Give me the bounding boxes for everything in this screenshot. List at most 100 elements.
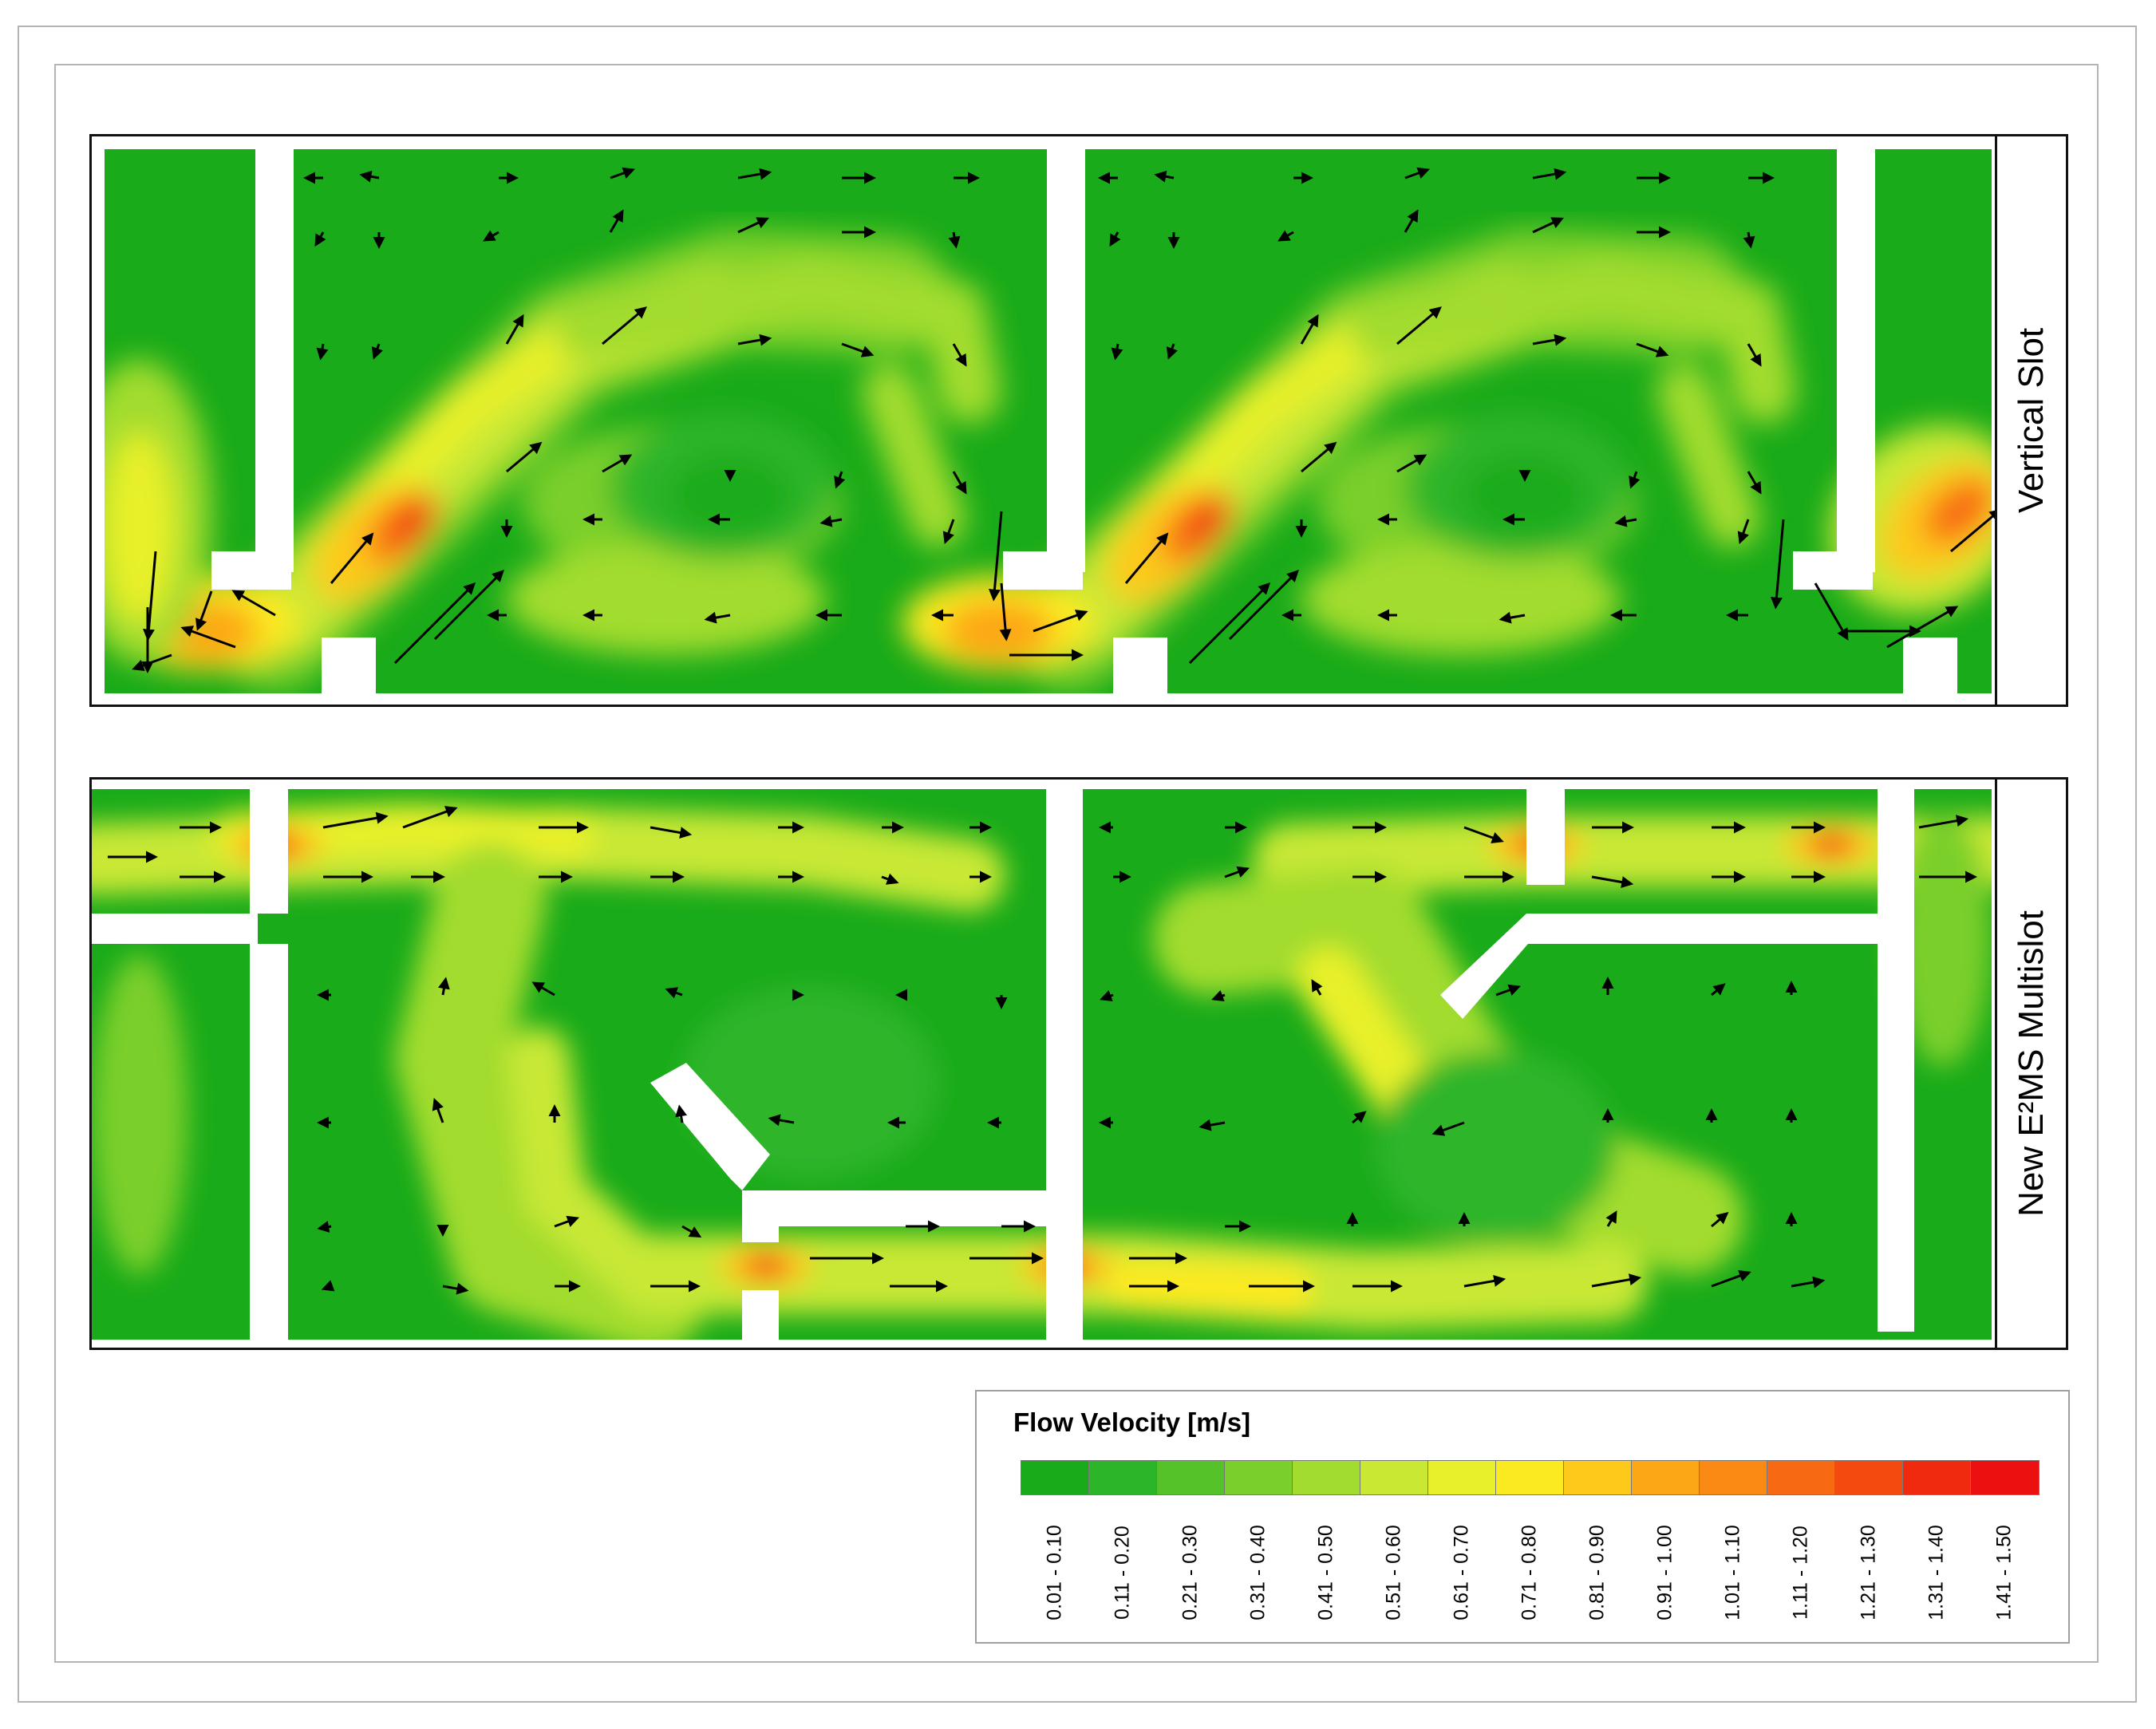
panel-label-text: Vertical Slot: [2012, 327, 2051, 514]
velocity-arrow: [1154, 170, 1175, 183]
velocity-arrow: [610, 167, 636, 180]
legend-range-slot: 1.11 - 1.20: [1767, 1505, 1834, 1640]
legend-swatch: [1632, 1461, 1700, 1494]
wall: [1003, 551, 1083, 590]
wall: [1992, 780, 1995, 1348]
velocity-arrow: [317, 1221, 332, 1233]
wall: [779, 1190, 1050, 1226]
velocity-arrow: [371, 343, 383, 360]
velocity-arrow: [1737, 519, 1750, 545]
velocity-arrow: [359, 170, 380, 183]
legend-range-slot: 1.01 - 1.10: [1699, 1505, 1767, 1640]
velocity-arrow: [142, 551, 157, 641]
velocity-arrow: [393, 582, 476, 665]
velocity-arrow: [438, 977, 450, 996]
velocity-arrow: [231, 590, 276, 617]
velocity-zone: [1349, 256, 1796, 424]
velocity-arrow: [180, 626, 236, 649]
velocity-zone: [92, 955, 188, 1274]
legend-range-slot: 0.41 - 0.50: [1292, 1505, 1360, 1640]
legend-swatch: [1360, 1461, 1428, 1494]
legend-range-slot: 1.21 - 1.30: [1834, 1505, 1902, 1640]
velocity-arrow: [1532, 168, 1567, 180]
legend-swatch: [1903, 1461, 1971, 1494]
legend-range-label: 0.11 - 0.20: [1111, 1526, 1133, 1620]
angled-baffle: [650, 1063, 770, 1190]
wall: [92, 693, 1995, 705]
velocity-zone: [104, 432, 176, 623]
velocity-arrow: [1814, 582, 1849, 641]
legend-range-label: 0.01 - 0.10: [1043, 1525, 1065, 1620]
legend-range-label: 1.31 - 1.40: [1925, 1525, 1947, 1620]
velocity-arrow: [442, 1282, 469, 1295]
wall: [742, 1190, 779, 1242]
legend-range-slot: 0.01 - 0.10: [1021, 1505, 1088, 1640]
velocity-contours: [92, 803, 1995, 1348]
velocity-arrow: [316, 343, 329, 361]
legend-range-slot: 1.41 - 1.50: [1970, 1505, 2038, 1640]
velocity-arrow: [1300, 314, 1319, 345]
legend-swatch: [1157, 1461, 1225, 1494]
legend-range-label: 0.31 - 0.40: [1246, 1525, 1269, 1620]
legend-range-slot: 0.21 - 0.30: [1156, 1505, 1224, 1640]
velocity-arrow: [1198, 1119, 1226, 1131]
velocity-arrow: [1591, 875, 1634, 888]
velocity-arrow: [609, 209, 624, 233]
velocity-arrow: [650, 826, 693, 839]
legend-range-label: 0.71 - 0.80: [1518, 1525, 1540, 1620]
wall: [92, 136, 105, 705]
velocity-arrow: [602, 454, 633, 473]
velocity-arrow: [1463, 1275, 1506, 1288]
legend-swatch: [1835, 1461, 1903, 1494]
velocity-zone: [555, 256, 1001, 424]
legend-swatch: [1089, 1461, 1157, 1494]
wall: [250, 944, 288, 1340]
legend-range-label: 0.21 - 0.30: [1179, 1525, 1201, 1620]
velocity-contours: [92, 228, 1995, 691]
legend-swatch: [1700, 1461, 1767, 1494]
wall: [1113, 638, 1167, 693]
velocity-arrow: [1224, 866, 1250, 878]
velocity-arrow: [1431, 1121, 1465, 1136]
multislot-panel: New E²MS Multislot: [89, 777, 2068, 1350]
velocity-zone: [1461, 452, 1589, 539]
wall: [255, 149, 294, 572]
wall: [1046, 1290, 1083, 1340]
velocity-arrow: [1033, 610, 1088, 633]
multislot-flow-field: [92, 780, 1995, 1348]
legend-range-label: 0.81 - 0.90: [1585, 1525, 1608, 1620]
legend-range-label: 0.91 - 1.00: [1653, 1525, 1676, 1620]
velocity-arrow: [1301, 441, 1337, 473]
velocity-arrow: [681, 1225, 702, 1238]
velocity-arrow: [602, 306, 647, 345]
wall: [1526, 914, 1878, 944]
velocity-arrow: [1495, 984, 1522, 997]
velocity-arrow: [1711, 983, 1726, 997]
baffle-walls: [92, 780, 1995, 1348]
velocity-arrow: [768, 1114, 795, 1127]
velocity-arrow: [1228, 570, 1299, 641]
velocity-arrow: [1499, 611, 1526, 624]
velocity-arrow: [1404, 167, 1431, 180]
legend-range-slot: 0.81 - 0.90: [1563, 1505, 1631, 1640]
velocity-arrow: [988, 511, 1003, 602]
velocity-zone: [755, 1259, 777, 1273]
legend-range-labels: 0.01 - 0.10 0.11 - 0.20 0.21 - 0.30 0.31 - …: [1021, 1505, 2038, 1640]
velocity-zone: [1376, 1051, 1616, 1242]
velocity-arrow: [1211, 989, 1226, 1002]
wall: [1837, 149, 1875, 572]
legend-range-slot: 0.31 - 0.40: [1224, 1505, 1292, 1640]
velocity-arrow: [1277, 230, 1294, 242]
velocity-arrow: [1918, 815, 1969, 829]
legend-range-label: 0.51 - 0.60: [1382, 1525, 1404, 1620]
velocity-arrow: [1352, 1111, 1367, 1124]
legend-range-label: 0.41 - 0.50: [1314, 1525, 1337, 1620]
velocity-arrow: [665, 987, 683, 999]
velocity-arrow: [1124, 532, 1169, 584]
velocity-zone: [1301, 543, 1621, 655]
velocity-arrow: [1100, 989, 1114, 1002]
velocity-arrow: [322, 811, 389, 829]
velocity-arrow: [1463, 826, 1504, 844]
velocity-arrow: [1747, 343, 1762, 367]
outer-frame: [18, 26, 2137, 1703]
